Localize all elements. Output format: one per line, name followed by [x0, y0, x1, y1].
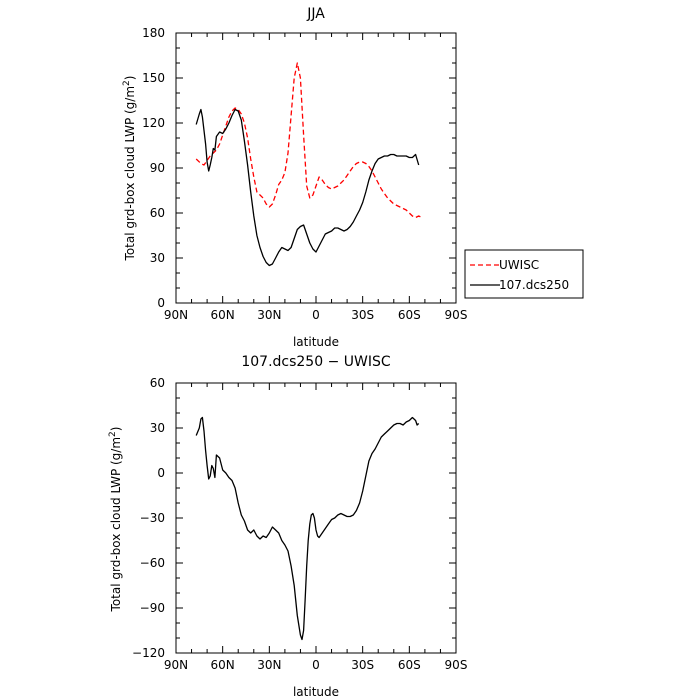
y-tick-label: −30 — [140, 511, 165, 525]
series-line-107-dcs250 — [195, 108, 420, 267]
x-tick-label: 0 — [312, 658, 320, 672]
chart-title: JJA — [306, 6, 325, 22]
y-tick-label: 180 — [142, 26, 165, 40]
legend-label-107-dcs250: 107.dcs250 — [499, 278, 569, 292]
y-tick-label: 0 — [157, 296, 165, 310]
x-tick-label: 60S — [398, 658, 421, 672]
x-tick-label: 60N — [211, 658, 235, 672]
y-axis-title: Total grd-box cloud LWP (g/m2) — [108, 427, 123, 613]
x-tick-label: 60N — [211, 308, 235, 322]
y-tick-label: 90 — [150, 161, 165, 175]
panel-jja: JJA Total grd-box cloud LWP (g/m2) latit… — [122, 6, 467, 349]
x-tick-label: 90S — [445, 308, 468, 322]
axis-ticks: 90N 60N 30N 0 30S 60S 90S 0 30 60 90 120 150 180 — [142, 26, 467, 322]
x-axis-title: latitude — [293, 335, 339, 349]
y-tick-label: 0 — [157, 466, 165, 480]
series-lines — [195, 62, 423, 267]
panel-difference: 107.dcs250 − UWISC Total grd-box cloud L… — [108, 354, 467, 699]
x-tick-label: 30N — [257, 658, 281, 672]
x-axis-title: latitude — [293, 685, 339, 699]
y-tick-label: 30 — [150, 421, 165, 435]
x-tick-label: 90S — [445, 658, 468, 672]
x-tick-label: 30S — [351, 308, 374, 322]
chart-title: 107.dcs250 − UWISC — [241, 354, 391, 370]
series-line-difference — [195, 416, 420, 641]
x-tick-label: 30N — [257, 308, 281, 322]
y-tick-label: 150 — [142, 71, 165, 85]
legend: UWISC 107.dcs250 — [464, 249, 584, 299]
series-lines — [195, 416, 420, 641]
y-tick-label: 120 — [142, 116, 165, 130]
legend-label-uwisc: UWISC — [499, 258, 539, 272]
x-tick-label: 0 — [312, 308, 320, 322]
legend-box — [464, 249, 584, 299]
x-tick-label: 30S — [351, 658, 374, 672]
plot-frame — [175, 382, 457, 654]
series-line-uwisc — [195, 62, 423, 219]
axis-ticks: 90N 60N 30N 0 30S 60S 90S −120 −90 −60 −30 0 30 60 — [132, 376, 467, 672]
x-tick-label: 60S — [398, 308, 421, 322]
y-tick-label: −60 — [140, 556, 165, 570]
y-tick-label: −120 — [132, 646, 165, 660]
plot-frame — [175, 32, 457, 304]
y-tick-label: −90 — [140, 601, 165, 615]
y-tick-label: 30 — [150, 251, 165, 265]
y-tick-label: 60 — [150, 376, 165, 390]
y-tick-label: 60 — [150, 206, 165, 220]
y-axis-title: Total grd-box cloud LWP (g/m2) — [122, 76, 137, 262]
x-tick-label: 90N — [164, 658, 188, 672]
x-tick-label: 90N — [164, 308, 188, 322]
